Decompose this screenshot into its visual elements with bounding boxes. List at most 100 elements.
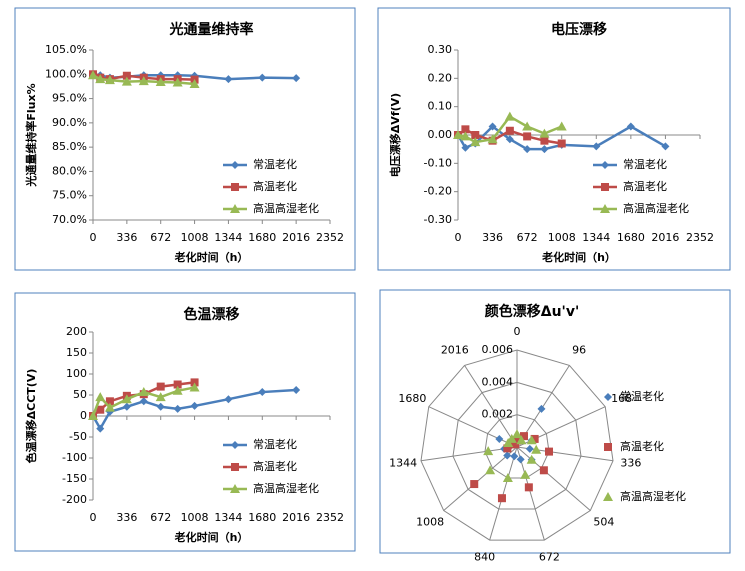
radar-spoke xyxy=(516,446,591,511)
spoke-label: 1344 xyxy=(389,456,417,469)
data-point xyxy=(189,79,200,88)
data-point xyxy=(95,392,106,402)
y-tick-label: 80.0% xyxy=(52,164,87,177)
y-tick-label: 200 xyxy=(66,325,87,338)
x-tick-label: 336 xyxy=(482,231,503,244)
legend-label: 高温高湿老化 xyxy=(253,201,319,215)
legend-label: 常温老化 xyxy=(620,389,664,403)
chart-frame xyxy=(377,7,731,271)
y-tick-label: 150 xyxy=(66,346,87,359)
legend-marker xyxy=(604,393,612,401)
x-tick-label: 1344 xyxy=(214,511,242,524)
x-tick-label: 1680 xyxy=(617,231,645,244)
data-point xyxy=(189,382,200,392)
data-point xyxy=(471,131,480,139)
legend-label: 常温老化 xyxy=(253,157,297,171)
data-point xyxy=(172,77,183,87)
spoke-label: 1008 xyxy=(416,515,444,528)
data-point xyxy=(292,385,301,394)
y-tick-label: -0.30 xyxy=(424,213,452,226)
y-tick-label: 0.20 xyxy=(428,71,453,84)
data-point xyxy=(523,132,532,141)
data-point xyxy=(503,451,512,460)
data-point xyxy=(173,380,182,389)
radar-ring xyxy=(484,414,550,479)
data-point xyxy=(531,444,542,454)
spoke-label: 2016 xyxy=(441,343,469,356)
data-point xyxy=(525,444,534,453)
y-axis-label: 光通量维持率Flux% xyxy=(24,83,38,187)
data-point xyxy=(510,452,519,461)
spoke-label: 96 xyxy=(572,343,586,356)
spoke-label: 504 xyxy=(593,515,614,528)
chart-title: 色温漂移 xyxy=(184,306,240,323)
legend-label: 高温老化 xyxy=(253,459,297,473)
data-point xyxy=(592,142,601,151)
data-point xyxy=(487,134,498,144)
data-point xyxy=(540,145,549,154)
legend-label: 高温老化 xyxy=(253,179,297,193)
data-point xyxy=(138,387,149,397)
y-tick-label: 70.0% xyxy=(52,213,87,226)
data-point xyxy=(156,402,165,411)
x-axis-label: 老化时间（h） xyxy=(541,250,616,264)
y-tick-label: 100.0% xyxy=(45,67,87,80)
x-tick-label: 2352 xyxy=(316,231,344,244)
data-point xyxy=(505,135,514,144)
y-axis-label: 电压漂移ΔVf(V) xyxy=(388,93,402,177)
x-tick-label: 336 xyxy=(116,511,137,524)
data-point xyxy=(523,145,532,154)
y-tick-label: 0.00 xyxy=(428,128,453,141)
legend-label: 高温老化 xyxy=(623,179,667,193)
data-point xyxy=(497,494,506,503)
radial-tick-label: 0.006 xyxy=(482,343,514,356)
chart-frame xyxy=(379,289,731,554)
data-point xyxy=(224,395,233,404)
data-point xyxy=(483,446,494,456)
x-tick-label: 672 xyxy=(517,231,538,244)
data-point xyxy=(470,137,481,147)
data-point xyxy=(155,392,166,402)
x-tick-label: 1008 xyxy=(181,511,209,524)
x-tick-label: 1680 xyxy=(248,511,276,524)
radar-spoke xyxy=(516,446,545,541)
data-point xyxy=(105,397,114,406)
x-tick-label: 672 xyxy=(150,231,171,244)
data-point xyxy=(522,121,533,131)
legend-marker xyxy=(601,183,609,191)
x-tick-label: 1344 xyxy=(582,231,610,244)
data-point xyxy=(505,126,514,135)
legend-marker xyxy=(604,443,612,451)
y-axis-label: 色温漂移ΔCCT(V) xyxy=(24,369,38,464)
spoke-label: 1680 xyxy=(398,392,426,405)
data-point xyxy=(539,128,550,138)
data-point xyxy=(540,136,549,145)
data-point xyxy=(96,424,105,433)
legend-label: 常温老化 xyxy=(623,157,667,171)
data-point xyxy=(461,143,470,152)
data-point xyxy=(506,433,517,443)
legend-label: 高温老化 xyxy=(620,439,664,453)
data-point xyxy=(556,121,567,131)
data-point xyxy=(104,75,115,85)
legend-label: 高温高湿老化 xyxy=(623,201,689,215)
data-point xyxy=(516,455,525,464)
chart-title: 颜色漂移Δu'v' xyxy=(485,303,580,320)
data-point xyxy=(292,74,301,83)
y-tick-label: 105.0% xyxy=(45,43,87,56)
legend-marker xyxy=(601,161,609,169)
chart-frame xyxy=(14,7,356,271)
x-tick-label: 1008 xyxy=(548,231,576,244)
x-tick-label: 1008 xyxy=(181,231,209,244)
data-point xyxy=(190,401,199,410)
data-point xyxy=(122,71,131,80)
x-tick-label: 0 xyxy=(90,231,97,244)
radial-tick-label: 0.004 xyxy=(482,375,514,388)
y-tick-label: -100 xyxy=(62,451,87,464)
data-point xyxy=(173,404,182,413)
y-tick-label: 0.10 xyxy=(428,100,453,113)
y-tick-label: 85.0% xyxy=(52,140,87,153)
radar-spoke xyxy=(428,406,518,448)
